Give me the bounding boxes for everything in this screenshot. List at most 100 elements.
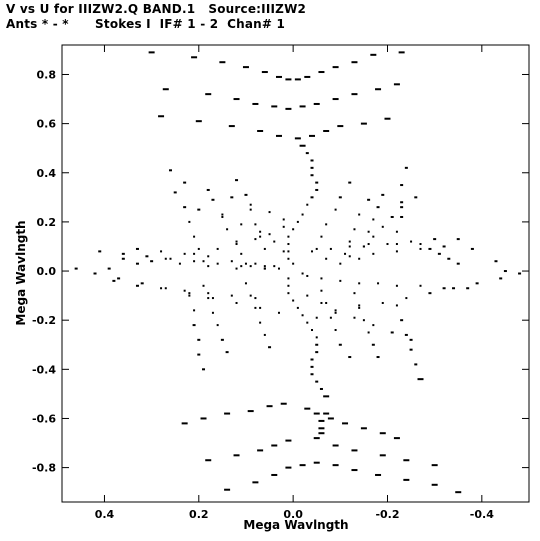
data-point [249, 294, 252, 297]
data-point [381, 301, 384, 304]
data-point [277, 311, 280, 314]
data-point [470, 247, 474, 250]
data-point [395, 230, 398, 233]
data-point [403, 459, 410, 462]
axis-ticks: 0.4 0.2 0.0 -0.2 -0.4 0.8 0.6 0.4 0.2 0.0 -0.2 -0.4… [32, 45, 529, 521]
data-point [362, 319, 365, 322]
data-point [371, 343, 375, 346]
data-point [160, 250, 163, 253]
data-point [193, 309, 196, 312]
data-point [254, 223, 257, 226]
data-point [285, 107, 292, 110]
data-point [311, 250, 314, 253]
data-point [398, 51, 405, 54]
data-point [280, 402, 287, 405]
data-point [162, 88, 169, 91]
data-point [301, 272, 304, 275]
data-point [273, 240, 276, 243]
data-point [456, 238, 460, 241]
data-point [375, 473, 382, 476]
data-point [351, 61, 358, 64]
data-point [327, 417, 334, 420]
data-point [400, 319, 404, 322]
data-point [188, 292, 191, 295]
data-point [318, 419, 325, 422]
data-point [211, 198, 215, 201]
data-point [310, 196, 314, 199]
data-point [306, 203, 309, 206]
data-point [205, 459, 212, 462]
data-point [325, 257, 328, 260]
data-point [325, 223, 328, 226]
data-point [193, 260, 196, 263]
data-point [282, 225, 285, 228]
data-point [160, 287, 163, 290]
data-point [285, 439, 292, 442]
data-point [207, 297, 210, 300]
data-point [261, 71, 268, 74]
data-point [273, 265, 276, 268]
data-point [376, 356, 380, 359]
y-tick-label: -0.4 [32, 363, 56, 376]
data-point [310, 174, 314, 177]
data-point [323, 129, 330, 132]
data-point [299, 144, 306, 147]
data-point [112, 279, 116, 282]
data-point [292, 262, 295, 265]
data-point [404, 166, 408, 169]
data-point [393, 83, 400, 86]
data-point [249, 265, 252, 268]
data-point [372, 252, 375, 255]
data-point [220, 338, 224, 341]
data-point [503, 270, 507, 273]
data-point [121, 252, 125, 255]
data-point [358, 213, 361, 216]
data-point [390, 215, 394, 218]
data-point [310, 166, 314, 169]
data-point [319, 387, 323, 390]
data-point [117, 277, 121, 280]
data-point [225, 351, 229, 354]
data-point [320, 235, 323, 238]
data-point [296, 306, 299, 309]
data-point [309, 134, 316, 137]
y-tick-label: -0.2 [32, 314, 56, 327]
data-point [419, 247, 422, 250]
data-point [275, 75, 282, 78]
data-point [240, 223, 243, 226]
data-point [150, 260, 154, 263]
data-point [310, 358, 314, 361]
data-point [216, 324, 219, 327]
data-point [313, 102, 320, 105]
data-point [259, 321, 262, 324]
data-point [254, 262, 257, 265]
data-point [384, 117, 391, 120]
data-point [351, 93, 358, 96]
data-point [338, 196, 342, 199]
data-point [475, 282, 479, 285]
data-point [334, 309, 337, 312]
y-tick-label: -0.8 [32, 462, 56, 475]
y-axis-title: Mega Wavlngth [14, 220, 28, 325]
data-point [254, 238, 257, 241]
data-point [466, 287, 470, 290]
data-point [140, 282, 144, 285]
data-point [195, 120, 202, 123]
data-point [287, 292, 290, 295]
data-point [428, 247, 432, 250]
data-point [348, 240, 351, 243]
data-point [249, 208, 252, 211]
data-point [219, 61, 226, 64]
data-point [205, 93, 212, 96]
data-point [334, 329, 337, 332]
data-point [178, 262, 181, 265]
data-point [315, 188, 319, 191]
data-point [197, 247, 200, 250]
data-point [325, 301, 328, 304]
data-point [93, 272, 97, 275]
data-point [351, 469, 358, 472]
data-point [240, 252, 243, 255]
data-point [417, 378, 424, 381]
data-point [275, 134, 282, 137]
data-point [395, 304, 398, 307]
